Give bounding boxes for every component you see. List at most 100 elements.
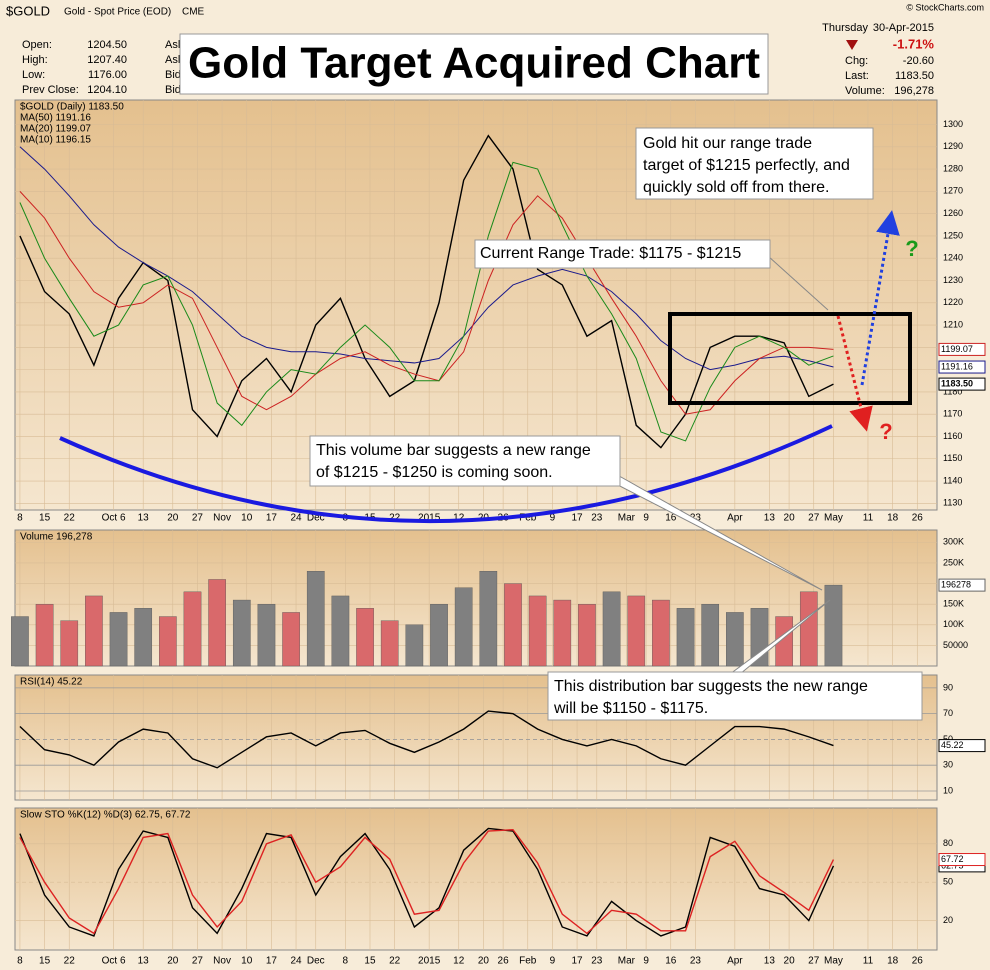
y-tick-label: 1150 [943,453,962,463]
range-label: Current Range Trade: $1175 - $1215 [480,245,741,262]
quote-label: Low: [22,69,45,81]
value-tag: 67.72 [941,854,964,864]
y-tick-label: 50 [943,877,953,887]
quote-label: High: [22,54,48,66]
x-tick-label: 8 [17,956,23,967]
quote-value: 1176.00 [88,69,127,81]
x-tick-label: 13 [138,513,150,524]
y-tick-label: 1180 [943,386,962,396]
volume-bar [652,599,670,667]
y-tick-label: 10 [943,785,953,795]
quote-value: 1207.40 [87,54,127,66]
value-tag-box [938,853,986,867]
y-tick-label: 150K [943,599,964,609]
x-tick-label: 10 [241,956,253,967]
x-tick-label: 13 [138,956,150,967]
title-box [179,33,769,95]
value-tag: 196278 [941,579,971,589]
value-tag: 1199.07 [941,344,973,354]
volume-bar [602,591,621,667]
note-line: quickly sold off from there. [643,179,829,196]
quote-label: Ask [165,39,184,51]
up-question: ? [905,236,918,261]
distribution-note-line: will be $1150 - $1175. [553,700,708,717]
value-tag-box [938,360,986,374]
series-line [19,161,834,442]
series-line [19,710,834,769]
volume-bar [454,587,473,667]
quote-value: 1204.50 [87,39,127,51]
y-tick-label: 100K [943,619,964,629]
x-tick-label: 15 [39,513,51,524]
x-tick-label: Mar [618,956,636,967]
volume-bar [380,620,399,667]
volume-bar [504,583,522,667]
x-tick-label: 20 [167,956,179,967]
y-tick-label: 1170 [943,409,962,419]
series-line [19,829,835,935]
x-tick-label: 23 [591,956,603,967]
x-tick-label: Mar [618,513,636,524]
volume-bar [356,608,374,667]
panel [14,674,938,801]
volume-bar [11,616,29,667]
x-tick-label: 15 [364,956,376,967]
x-tick-label: 26 [498,956,510,967]
panel [14,807,938,951]
volume-bar [479,571,498,667]
curve [59,424,833,524]
legend-entry: MA(10) 1196.15 [20,135,91,146]
x-tick-label: 18 [887,956,899,967]
x-tick-label: 26 [912,513,924,524]
y-tick-label: 50 [943,734,953,744]
volume-bar [430,603,448,667]
volume-bar [159,616,177,667]
x-tick-label: 8 [343,956,349,967]
volume-bar [701,603,720,667]
y-tick-label: 1250 [943,230,963,240]
volume-bar [183,591,202,667]
y-tick-label: 1240 [943,253,963,263]
series-line [19,827,835,937]
range-box [668,312,912,405]
callout [729,599,831,675]
x-tick-label: Dec [307,513,325,524]
down-question: ? [879,419,892,444]
x-tick-label: 16 [665,956,677,967]
x-tick-label: 11 [863,956,874,967]
y-tick-label: 1220 [943,297,963,307]
series-line [19,146,834,371]
x-tick-label: 22 [64,513,76,524]
x-tick-label: 22 [389,513,401,524]
y-tick-label: 90 [943,682,953,692]
y-tick-label: 1130 [943,498,962,508]
value-tag-box [938,739,986,753]
volume-bar [306,571,325,667]
x-tick-label: Oct 6 [102,513,126,524]
y-tick-label: 70 [943,708,953,718]
distribution-note-line: This distribution bar suggests the new r… [554,678,868,695]
x-tick-label: 13 [764,956,776,967]
y-tick-label: 1140 [943,475,962,485]
volume-bar [726,612,744,667]
panels: 1130114011501160117011801190120012101220… [11,99,986,967]
callout [767,255,829,311]
y-tick-label: 1260 [943,208,963,218]
value-tag-box [938,377,986,391]
note-line: Gold hit our range trade [643,135,812,152]
note-box [635,127,874,200]
x-tick-label: 22 [64,956,76,967]
x-tick-label: 17 [266,513,278,524]
x-tick-label: 13 [764,513,776,524]
legend-entry: RSI(14) 45.22 [20,677,83,688]
y-tick-label: 300K [943,537,964,547]
volume-bar [528,595,547,667]
x-tick-label: 26 [912,956,924,967]
volume-bar [232,599,251,667]
x-tick-label: 27 [192,956,204,967]
quote-label: Prev Close: [22,84,79,96]
volume-bar [85,595,103,667]
credit: © StockCharts.com [906,2,984,12]
x-tick-label: Apr [727,513,743,524]
